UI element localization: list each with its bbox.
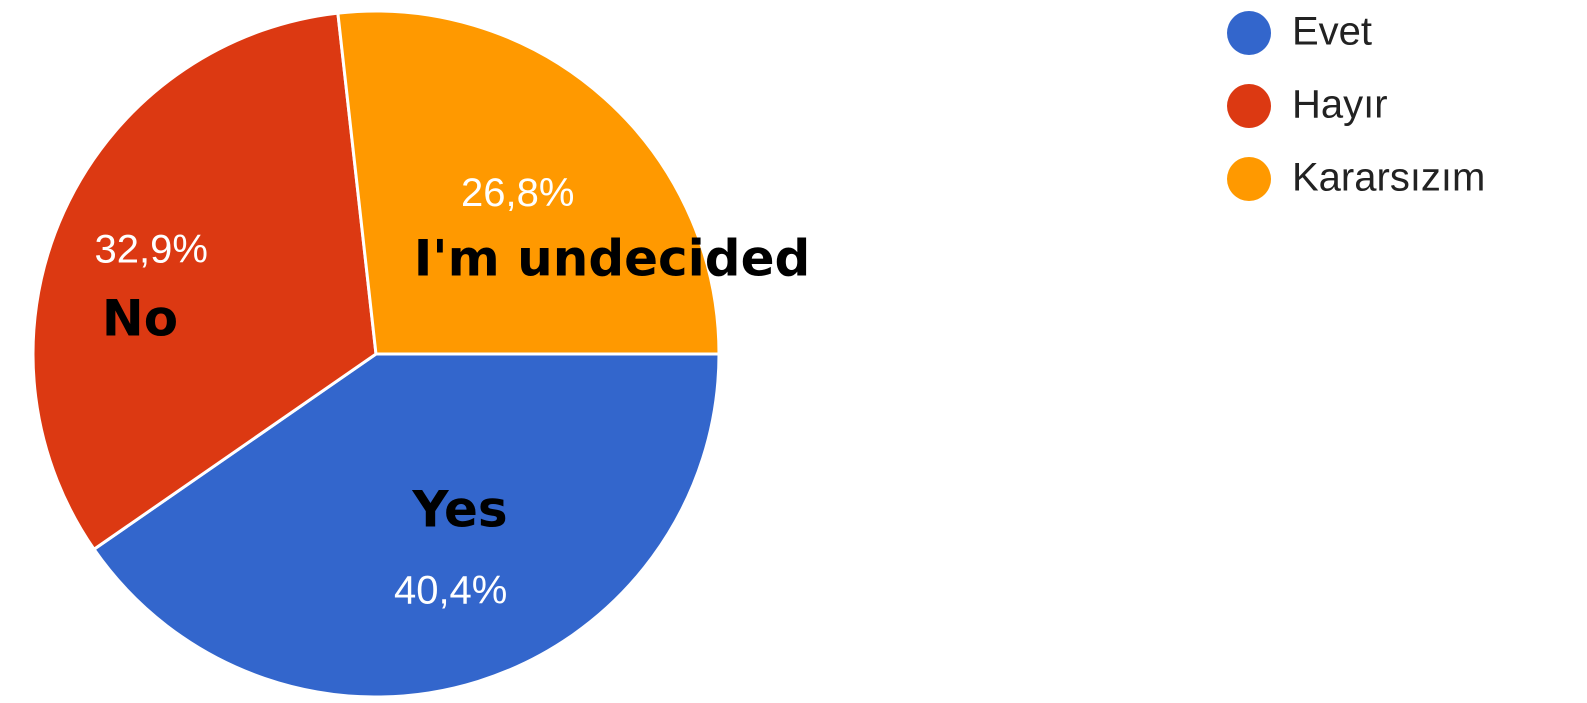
slice-value-label-hayir: 32,9% [94,227,207,271]
pie-slice-hayir [31,11,378,552]
legend-label-kararsizim: Kararsızım [1292,156,1485,200]
legend-label-evet: Evet [1292,10,1372,54]
slice-annotation-yes: Yes [411,481,507,539]
pie-slices [31,9,721,699]
pie-slice-kararsizim [336,9,721,356]
pie-slice-evet [91,352,721,699]
legend-swatch-kararsizim [1227,157,1271,201]
slice-annotation-i-m-undecided: I'm undecided [414,230,811,288]
slice-value-label-evet: 40,4% [394,569,507,613]
legend-label-hayir: Hayır [1292,83,1388,127]
slice-value-label-kararsizim: 26,8% [461,171,574,215]
legend-swatch-hayir [1227,84,1271,128]
legend-swatch-evet [1227,11,1271,55]
slice-annotation-no: No [102,290,178,348]
slice-value-labels: 40,4% 32,9% 26,8% [94,171,574,613]
legend: Evet Hayır Kararsızım [1227,10,1485,201]
slice-annotations: Yes No I'm undecided [102,230,810,539]
